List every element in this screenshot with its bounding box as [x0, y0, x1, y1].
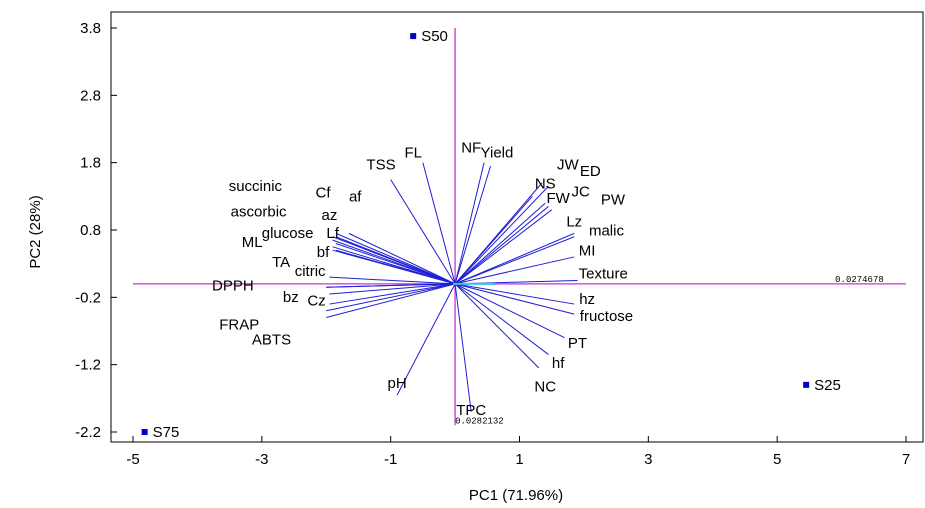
loading-label-nf: NF	[461, 140, 481, 157]
loading-label-pw: PW	[601, 191, 626, 208]
loading-label-lf: Lf	[326, 225, 339, 242]
loading-vector-ed	[454, 185, 549, 285]
sample-point-s50	[410, 33, 417, 40]
loading-vector-fw	[454, 206, 549, 285]
center-lines-layer	[133, 28, 906, 426]
loading-label-nc: NC	[534, 379, 556, 396]
loading-vector-pw	[454, 209, 553, 285]
loading-label-glucose: glucose	[262, 225, 314, 242]
loading-vector-ns	[454, 196, 533, 285]
loading-vector-tpc	[454, 283, 472, 412]
loading-label-ml: ML	[242, 234, 263, 251]
x-tick-label: 7	[902, 451, 910, 468]
loading-label-fw: FW	[546, 190, 570, 207]
loading-label-jw: JW	[557, 156, 580, 173]
loading-vector-nc	[454, 283, 540, 369]
loading-label-frap: FRAP	[219, 317, 259, 334]
loading-vector-hz	[454, 283, 575, 305]
loading-vector-abts	[326, 283, 456, 319]
loading-label-mi: MI	[579, 243, 596, 260]
samples-layer: S50 S25 S75	[141, 28, 841, 441]
sample-point-s75	[141, 429, 148, 435]
loading-label-hf: hf	[552, 355, 565, 372]
loading-vector-frap	[326, 283, 456, 312]
y-axis-title: PC2 (28%)	[27, 195, 44, 268]
y-tick-label: 2.8	[80, 87, 101, 104]
loading-label-pt: PT	[568, 335, 587, 352]
sample-label-s50: S50	[421, 28, 448, 45]
loading-label-succinic: succinic	[229, 178, 283, 195]
loading-vector-fructose	[454, 283, 575, 315]
loading-label-citric: citric	[295, 263, 326, 280]
loading-label-dpph: DPPH	[212, 278, 254, 295]
axis-notes-layer: 0.0274678 0.0282132	[455, 275, 884, 426]
loading-vector-cz	[329, 283, 456, 305]
loading-vector-malic	[454, 236, 575, 285]
loading-vector-jc	[454, 202, 546, 285]
loading-label-tss: TSS	[366, 156, 395, 173]
loading-label-ns: NS	[535, 175, 556, 192]
ticks-layer: -5 -3 -1 1 3 5 7 -2.2 -1.2 -0.2 0.8 1.8 2.8 3.8	[75, 20, 910, 468]
loading-label-abts: ABTS	[252, 331, 291, 348]
loading-vector-ml	[332, 249, 456, 285]
loading-vector-cf	[335, 232, 456, 285]
sample-label-s75: S75	[153, 424, 180, 441]
sample-point-s25	[803, 381, 810, 388]
x-tick-label: -1	[384, 451, 397, 468]
axis-note-1: 0.0282132	[455, 416, 504, 426]
x-axis-title: PC1 (71.96%)	[469, 487, 563, 504]
y-tick-label: 1.8	[80, 155, 101, 172]
y-tick-label: -2.2	[75, 424, 101, 441]
loading-vector-ascorbic	[332, 239, 456, 285]
loading-label-cf: Cf	[316, 185, 332, 202]
x-tick-label: -3	[255, 451, 268, 468]
loading-label-lz: Lz	[566, 214, 582, 231]
sample-label-s25: S25	[814, 377, 841, 394]
y-tick-label: -0.2	[75, 289, 101, 306]
loading-label-cz: Cz	[307, 292, 325, 309]
y-tick-label: 3.8	[80, 20, 101, 37]
loading-label-malic: malic	[589, 222, 625, 239]
loading-vector-hf	[454, 283, 549, 355]
loading-label-tpc: TPC	[456, 402, 486, 419]
loading-label-fl: FL	[404, 144, 422, 161]
loading-vector-pt	[454, 283, 565, 339]
loading-label-ascorbic: ascorbic	[231, 204, 287, 221]
loading-vector-af	[348, 232, 456, 285]
loading-vector-dpph	[326, 283, 456, 288]
loading-label-ph: pH	[388, 375, 407, 392]
loading-label-fructose: fructose	[580, 308, 633, 325]
loading-vector-lz	[454, 232, 575, 285]
x-tick-label: -5	[126, 451, 139, 468]
loading-label-yield: Yield	[481, 144, 514, 161]
loading-label-az: az	[322, 207, 338, 224]
y-tick-label: 0.8	[80, 222, 101, 239]
loading-label-bz: bz	[283, 289, 299, 306]
axis-note-0: 0.0274678	[835, 275, 884, 285]
y-tick-label: -1.2	[75, 357, 101, 374]
loading-vector-yield	[454, 165, 491, 285]
loading-vector-citric	[329, 276, 456, 285]
x-tick-label: 1	[515, 451, 523, 468]
loading-vector-fl	[422, 162, 456, 284]
loading-vector-succinic	[332, 236, 456, 285]
loading-label-ed: ED	[580, 163, 601, 180]
x-tick-label: 5	[773, 451, 781, 468]
loading-vector-bz	[329, 283, 456, 295]
loading-label-hz: hz	[579, 291, 595, 308]
loading-label-jc: JC	[572, 183, 591, 200]
loading-label-bf: bf	[317, 244, 330, 261]
plot-frame	[110, 11, 924, 443]
loading-label-ta: TA	[272, 254, 290, 271]
loading-vector-ph	[396, 283, 456, 396]
loading-vector-nf	[454, 162, 485, 284]
loading-vector-tss	[390, 179, 456, 285]
loading-label-af: af	[349, 189, 362, 206]
loading-vector-mi	[454, 256, 575, 285]
loading-label-texture: Texture	[579, 265, 628, 282]
x-tick-label: 3	[644, 451, 652, 468]
